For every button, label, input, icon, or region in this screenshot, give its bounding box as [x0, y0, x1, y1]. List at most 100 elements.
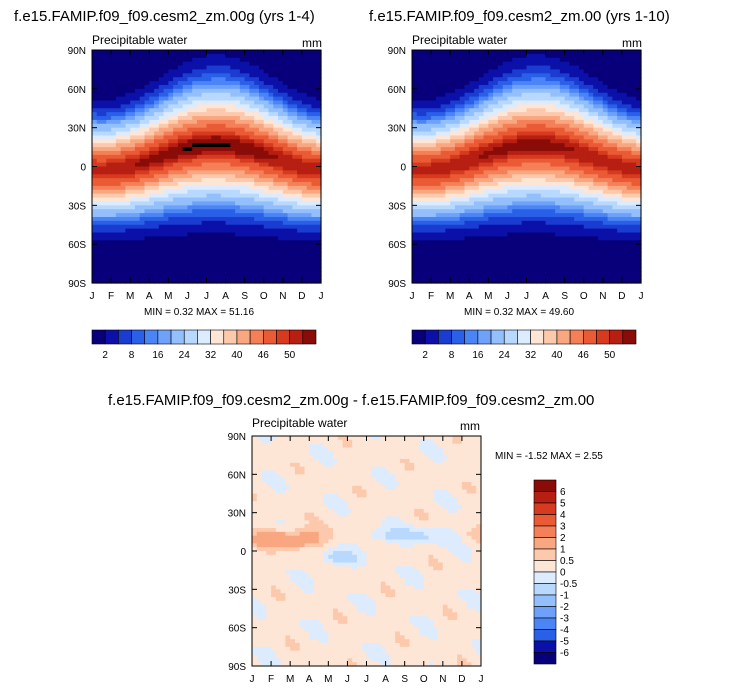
panel2-cell — [416, 119, 423, 125]
panel1-cell — [192, 259, 198, 265]
panel2-cell — [435, 81, 442, 86]
panel1-cell — [244, 263, 251, 269]
panel2-cell — [454, 185, 461, 191]
panel1-cell — [230, 81, 236, 86]
panel2-cell — [435, 166, 442, 171]
panel1-cell — [173, 131, 179, 137]
panel2-cell — [526, 123, 532, 129]
panel1-cell — [292, 131, 298, 137]
panel1-cell — [182, 154, 189, 160]
panel1-cell — [120, 61, 126, 67]
panel1-cell — [287, 279, 293, 284]
panel1-cell — [134, 162, 141, 168]
panel2-cell — [426, 104, 432, 109]
panel2-cell — [512, 65, 518, 71]
panel1-cell — [254, 92, 260, 98]
panel1-cell — [220, 189, 227, 195]
panel1-cell — [239, 88, 246, 94]
panel1-cell — [201, 61, 208, 67]
panel1-cell — [316, 116, 322, 121]
panel1-cell — [149, 69, 155, 74]
panel1-cell — [258, 50, 265, 55]
panel2-cell — [550, 135, 556, 140]
panel1-cell — [263, 131, 270, 137]
panel1-cell — [244, 81, 251, 86]
panel1-cell — [168, 135, 174, 140]
panel2-cell — [540, 174, 547, 179]
panel1-cell — [301, 57, 308, 63]
panel1-cell — [192, 263, 198, 269]
panel1-cell — [125, 205, 131, 210]
panel1-cell — [163, 50, 169, 55]
panel1-cell — [216, 73, 222, 78]
panel1-cell — [249, 271, 255, 276]
panel1-cell — [206, 267, 212, 272]
panel1-cell — [130, 123, 136, 129]
panel1-cell — [316, 275, 322, 280]
panel1-cell — [144, 248, 150, 253]
panel1-cell — [163, 197, 169, 203]
panel1-cell — [154, 158, 160, 164]
panel2-cell — [493, 271, 499, 276]
panel2-cell — [426, 154, 432, 160]
panel1-cell — [220, 209, 227, 214]
panel2-cell — [483, 92, 489, 98]
panel1-cell — [268, 119, 274, 125]
panel1-colorbar-box — [236, 329, 251, 345]
panel1-cell — [158, 162, 165, 168]
panel2-cell — [521, 147, 528, 152]
panel1-cell — [316, 189, 322, 195]
panel1-cell — [225, 251, 231, 257]
panel1-cell — [263, 150, 270, 156]
panel2-cell — [431, 271, 437, 276]
panel2-cell — [469, 189, 475, 195]
panel1-cell — [177, 150, 184, 156]
panel1-cell — [101, 189, 107, 195]
panel2-cell — [559, 271, 566, 276]
panel1-cell — [111, 104, 117, 109]
panel2-cell — [531, 216, 537, 222]
panel1-cell — [206, 205, 212, 210]
panel1-cell — [187, 135, 193, 140]
panel2-cell — [464, 197, 470, 203]
panel1-cell — [220, 65, 227, 71]
panel2-cell — [464, 143, 470, 148]
panel1-cell — [316, 96, 322, 102]
panel1-cell — [154, 197, 160, 203]
panel1-cell — [182, 84, 189, 90]
panel2-cell — [450, 271, 456, 276]
panel2-cell — [464, 279, 470, 284]
panel2-cell — [426, 275, 432, 280]
panel1-cell — [306, 232, 313, 237]
panel1-cell — [149, 92, 155, 98]
panel2-cell — [488, 77, 494, 82]
panel2-cell — [569, 135, 575, 140]
panel1-cell — [211, 116, 217, 121]
panel1-cell — [120, 166, 126, 171]
panel1-cell — [154, 205, 160, 210]
panel1-cell — [96, 84, 103, 90]
panel2-cell — [512, 104, 518, 109]
panel2-cell — [545, 228, 551, 234]
panel2-cell — [435, 220, 442, 226]
panel2-cell — [454, 158, 461, 164]
panel2-cell — [483, 197, 489, 203]
panel2-cell — [559, 193, 566, 199]
panel2-cell — [426, 96, 432, 102]
panel1-cell — [211, 154, 217, 160]
panel1-cell — [311, 216, 317, 222]
panel1-cell — [216, 77, 222, 82]
panel1-cell — [278, 170, 284, 175]
panel1-cell — [92, 205, 98, 210]
panel2-cell — [516, 248, 523, 253]
panel1-cell — [111, 189, 117, 195]
panel1-cell — [173, 77, 179, 82]
panel1-cell — [96, 119, 103, 125]
panel2-cell — [540, 84, 547, 90]
panel2-cell — [421, 263, 427, 269]
panel1-cell — [120, 275, 126, 280]
panel2-cell — [459, 279, 466, 284]
panel2-cell — [483, 162, 489, 168]
panel1-cell — [282, 119, 289, 125]
panel1-cell — [111, 158, 117, 164]
